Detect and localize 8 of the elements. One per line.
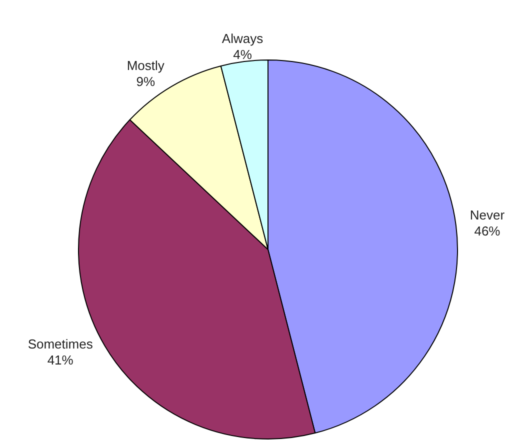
- data-label: 46%: [474, 224, 501, 239]
- data-label: 9%: [136, 74, 156, 89]
- slice-label: Mostly: [126, 58, 165, 73]
- data-label: 41%: [47, 352, 74, 368]
- slice-label: Sometimes: [28, 336, 94, 352]
- slice-label: Always: [222, 31, 264, 46]
- data-label: 4%: [233, 47, 252, 62]
- slice-label: Never: [470, 208, 506, 223]
